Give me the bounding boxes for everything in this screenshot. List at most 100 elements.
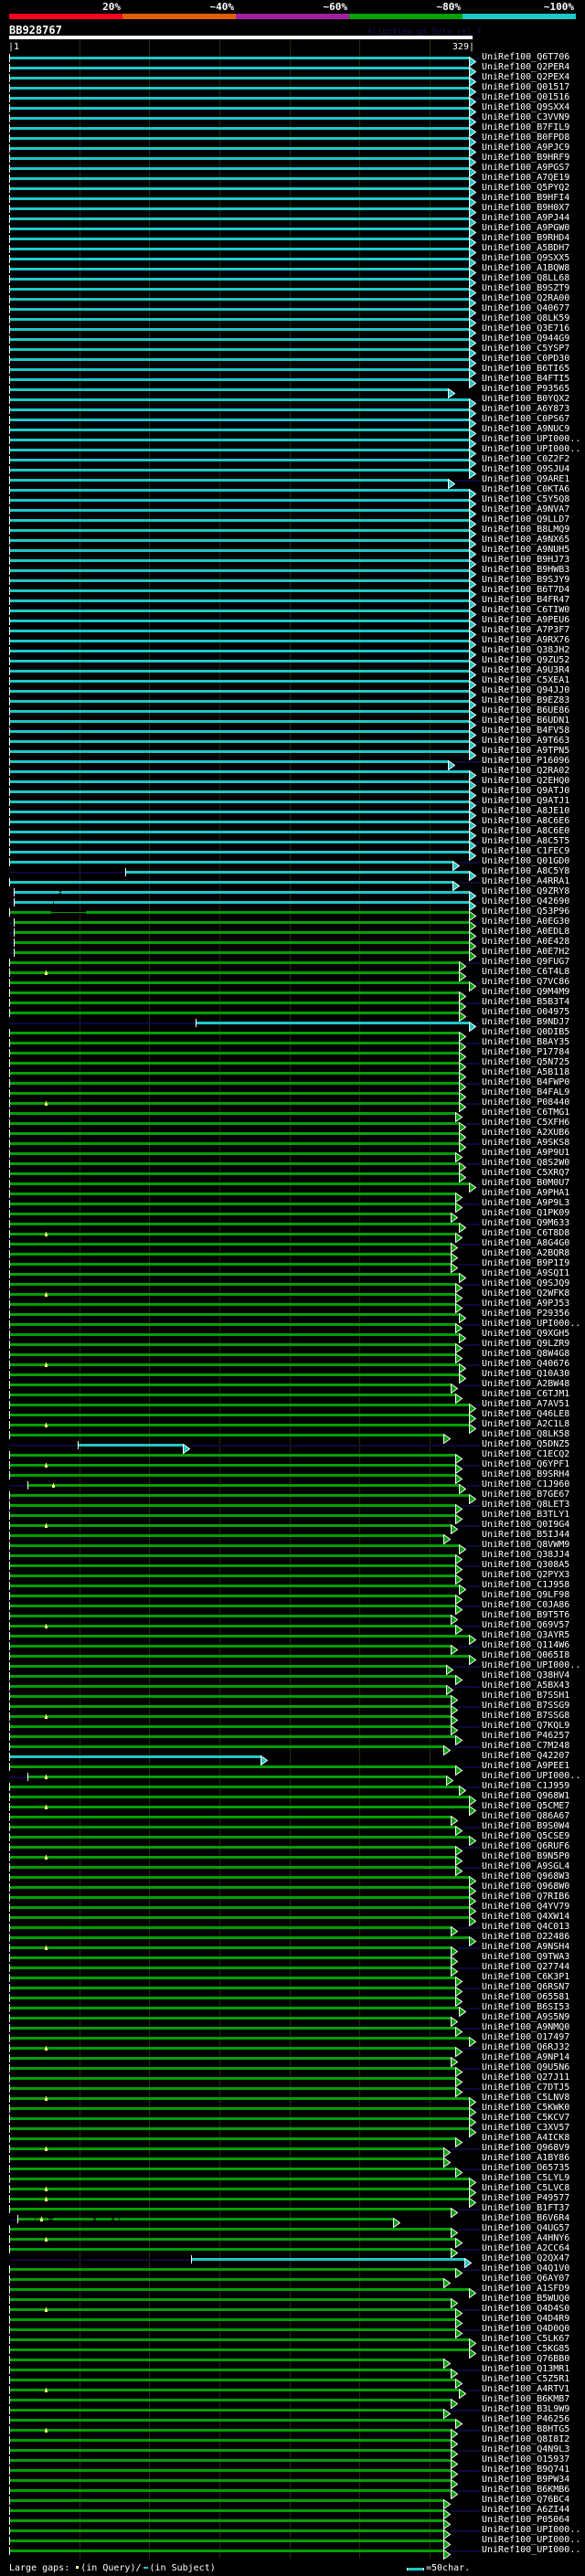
hit-id-label[interactable]: UniRef100_B7SSG9 [482,1701,570,1711]
hit-row[interactable]: UniRef100_A9T663 [0,736,585,751]
hit-row[interactable]: UniRef100_Q13MR1 [0,2364,585,2380]
hit-row[interactable]: UniRef100_B5B3T4 [0,997,585,1012]
hit-row[interactable]: UniRef100_Q9SJQ9 [0,1278,585,1294]
hit-id-label[interactable]: UniRef100_B7GE67 [482,1489,570,1500]
hit-id-label[interactable]: UniRef100_Q9U5N6 [482,2062,570,2072]
hit-row[interactable]: UniRef100_Q46LE8 [0,1409,585,1425]
hit-id-label[interactable]: UniRef100_C0PS67 [482,414,570,424]
hit-id-label[interactable]: UniRef100_Q2RA00 [482,293,570,303]
hit-id-label[interactable]: UniRef100_A0E428 [482,937,570,947]
hit-row[interactable]: UniRef100_Q3E716 [0,323,585,339]
hit-row[interactable]: UniRef100_C7DTJ5 [0,2083,585,2098]
hit-id-label[interactable]: UniRef100_Q968W3 [482,1871,570,1882]
hit-id-label[interactable]: UniRef100_Q6RJ32 [482,2042,570,2052]
hit-id-label[interactable]: UniRef100_UPI000.. [482,1319,581,1329]
hit-id-label[interactable]: UniRef100_B7SSG8 [482,1711,570,1721]
hit-id-label[interactable]: UniRef100_UPI000.. [482,1771,581,1781]
hit-id-label[interactable]: UniRef100_B9HFI4 [482,193,570,203]
hit-id-label[interactable]: UniRef100_Q9FUG7 [482,957,570,967]
hit-id-label[interactable]: UniRef100_Q065I8 [482,1650,570,1660]
hit-id-label[interactable]: UniRef100_P29356 [482,1309,570,1319]
hit-row[interactable]: UniRef100_B7GE67 [0,1483,585,1505]
hit-row[interactable]: UniRef100_Q8LL68 [0,273,585,289]
hit-id-label[interactable]: UniRef100_A5BX43 [482,1680,570,1691]
hit-row[interactable]: UniRef100_B6KMB7 [0,2388,585,2410]
hit-row[interactable]: UniRef100_B7FIL9 [0,122,585,138]
hit-id-label[interactable]: UniRef100_Q4C013 [482,1922,570,1932]
hit-row[interactable]: UniRef100_Q4D4S0 [0,2304,585,2319]
hit-row[interactable]: UniRef100_O15937 [0,2454,585,2470]
hit-row[interactable]: UniRef100_B9H0X7 [0,203,585,218]
hit-row[interactable]: UniRef100_P49577 [0,2187,585,2209]
hit-row[interactable]: UniRef100_B9RHD4 [0,233,585,249]
hit-id-label[interactable]: UniRef100_A9NX65 [482,535,570,545]
hit-row[interactable]: UniRef100_A5BDH7 [0,243,585,259]
hit-row[interactable]: UniRef100_C5LVC8 [0,2183,585,2199]
hit-id-label[interactable]: UniRef100_A4RTV1 [482,2384,570,2394]
hit-row[interactable]: UniRef100_P17784 [0,1047,585,1063]
hit-id-label[interactable]: UniRef100_Q5CSE9 [482,1831,570,1841]
hit-id-label[interactable]: UniRef100_C7M248 [482,1741,570,1751]
hit-id-label[interactable]: UniRef100_C5XEA1 [482,675,570,685]
hit-row[interactable]: UniRef100_A0E428 [0,937,585,952]
hit-row[interactable]: UniRef100_Q9XGH5 [0,1329,585,1344]
hit-row[interactable]: UniRef100_A4ICK8 [0,2133,585,2148]
hit-row[interactable]: UniRef100_Q9SJU4 [0,464,585,480]
hit-row[interactable]: UniRef100_Q86A67 [0,1805,585,1827]
hit-row[interactable]: UniRef100_B3L9W9 [0,2404,585,2420]
hit-row[interactable]: UniRef100_Q6RJ32 [0,2042,585,2058]
hit-id-label[interactable]: UniRef100_A5B118 [482,1067,570,1077]
hit-row[interactable]: UniRef100_C5XFH6 [0,1118,585,1133]
hit-id-label[interactable]: UniRef100_C5LVC8 [482,2183,570,2193]
hit-id-label[interactable]: UniRef100_Q42207 [482,1751,570,1761]
hit-id-label[interactable]: UniRef100_Q9M4M9 [482,987,570,997]
hit-row[interactable]: UniRef100_B7SSG8 [0,1711,585,1726]
hit-id-label[interactable]: UniRef100_O65581 [482,1992,570,2002]
hit-id-label[interactable]: UniRef100_C5KCV7 [482,2113,570,2123]
hit-row[interactable]: UniRef100_C1J959 [0,1775,585,1797]
hit-id-label[interactable]: UniRef100_A8C5Y8 [482,866,570,876]
hit-id-label[interactable]: UniRef100_B1FT37 [482,2203,570,2213]
hit-id-label[interactable]: UniRef100_Q9ARE1 [482,474,570,484]
hit-row[interactable]: UniRef100_C1FEC9 [0,846,585,862]
hit-row[interactable]: UniRef100_C5XRQ7 [0,1168,585,1183]
hit-id-label[interactable]: UniRef100_Q968W0 [482,1882,570,1892]
hit-row[interactable]: UniRef100_A9NMQ0 [0,2022,585,2038]
hit-id-label[interactable]: UniRef100_A5BDH7 [482,243,570,253]
hit-row[interactable]: UniRef100_A0E7H2 [0,947,585,962]
hit-row[interactable]: UniRef100_C5XEA1 [0,675,585,691]
hit-id-label[interactable]: UniRef100_B9T5T6 [482,1610,570,1620]
hit-row[interactable]: UniRef100_Q4XW14 [0,1912,585,1927]
hit-id-label[interactable]: UniRef100_Q27744 [482,1962,570,1972]
hit-row[interactable]: UniRef100_Q9M633 [0,1218,585,1234]
hit-row[interactable]: UniRef100_Q308A5 [0,1560,585,1575]
hit-id-label[interactable]: UniRef100_Q0I9G4 [482,1520,570,1530]
hit-id-label[interactable]: UniRef100_Q4Q1V0 [482,2263,570,2274]
hit-id-label[interactable]: UniRef100_Q3E716 [482,323,570,334]
hit-row[interactable]: UniRef100_C5Z5R1 [0,2374,585,2390]
hit-row[interactable]: UniRef100_B9EZ83 [0,695,585,711]
hit-id-label[interactable]: UniRef100_B3TLY1 [482,1510,570,1520]
hit-id-label[interactable]: UniRef100_B9HJ73 [482,555,570,565]
hit-id-label[interactable]: UniRef100_C1J960 [482,1479,570,1489]
hit-id-label[interactable]: UniRef100_Q38JJ4 [482,1550,570,1560]
hit-id-label[interactable]: UniRef100_Q01516 [482,92,570,102]
hit-id-label[interactable]: UniRef100_Q94JJ0 [482,685,570,695]
hit-id-label[interactable]: UniRef100_B4FV58 [482,726,570,736]
hit-id-label[interactable]: UniRef100_Q3AYR5 [482,1630,570,1640]
hit-row[interactable]: UniRef100_Q9SXX5 [0,253,585,269]
hit-row[interactable]: UniRef100_A8JE10 [0,806,585,822]
hit-id-label[interactable]: UniRef100_Q76BC4 [482,2495,570,2505]
hit-id-label[interactable]: UniRef100_B6KMB6 [482,2485,570,2495]
hit-row[interactable]: UniRef100_A2C1L8 [0,1419,585,1435]
hit-row[interactable]: UniRef100_P05064 [0,2515,585,2530]
hit-id-label[interactable]: UniRef100_Q9SXX5 [482,253,570,263]
hit-id-label[interactable]: UniRef100_B5B3T4 [482,997,570,1007]
hit-id-label[interactable]: UniRef100_A2BQR8 [482,1248,570,1258]
hit-id-label[interactable]: UniRef100_C5Z5R1 [482,2374,570,2384]
hit-id-label[interactable]: UniRef100_A0E7H2 [482,947,570,957]
hit-row[interactable]: UniRef100_A1SFD9 [0,2284,585,2299]
hit-id-label[interactable]: UniRef100_Q114W6 [482,1640,570,1650]
hit-id-label[interactable]: UniRef100_O22486 [482,1932,570,1942]
hit-id-label[interactable]: UniRef100_A9NVA7 [482,504,570,514]
